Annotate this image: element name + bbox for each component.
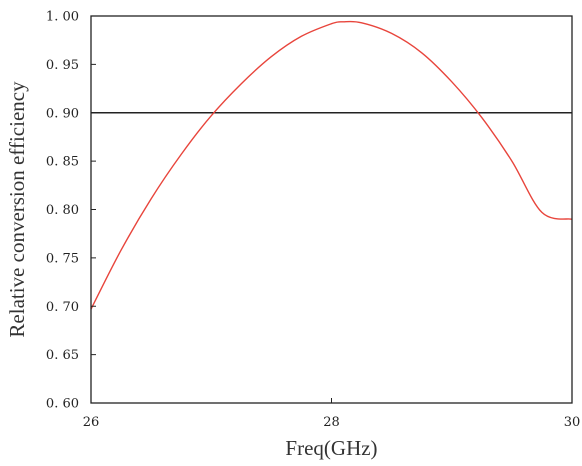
y-axis-title: Relative conversion efficiency <box>5 81 29 338</box>
plot-frame <box>90 15 573 404</box>
y-tick-label: 0. 95 <box>46 58 79 73</box>
x-tick-label: 28 <box>323 415 340 430</box>
y-tick-label: 1. 00 <box>46 10 79 25</box>
y-axis: 0. 60 0. 65 0. 70 0. 75 0. 80 0. 85 0. 90 0. 95… <box>46 10 96 412</box>
series-line-0 <box>90 20 573 310</box>
x-axis: 26 28 30 <box>83 398 581 430</box>
y-tick-label: 0. 75 <box>46 251 79 266</box>
plot-layer <box>90 20 573 310</box>
x-tick-label: 26 <box>83 415 100 430</box>
y-tick-label: 0. 65 <box>46 348 79 363</box>
y-tick-label: 0. 70 <box>46 300 79 315</box>
x-tick-label: 30 <box>564 415 581 430</box>
y-tick-label: 0. 80 <box>46 203 79 218</box>
y-tick-label: 0. 85 <box>46 155 79 170</box>
y-tick-label: 0. 60 <box>46 397 79 412</box>
y-tick-label: 0. 90 <box>46 106 79 121</box>
x-axis-title: Freq(GHz) <box>285 436 377 460</box>
